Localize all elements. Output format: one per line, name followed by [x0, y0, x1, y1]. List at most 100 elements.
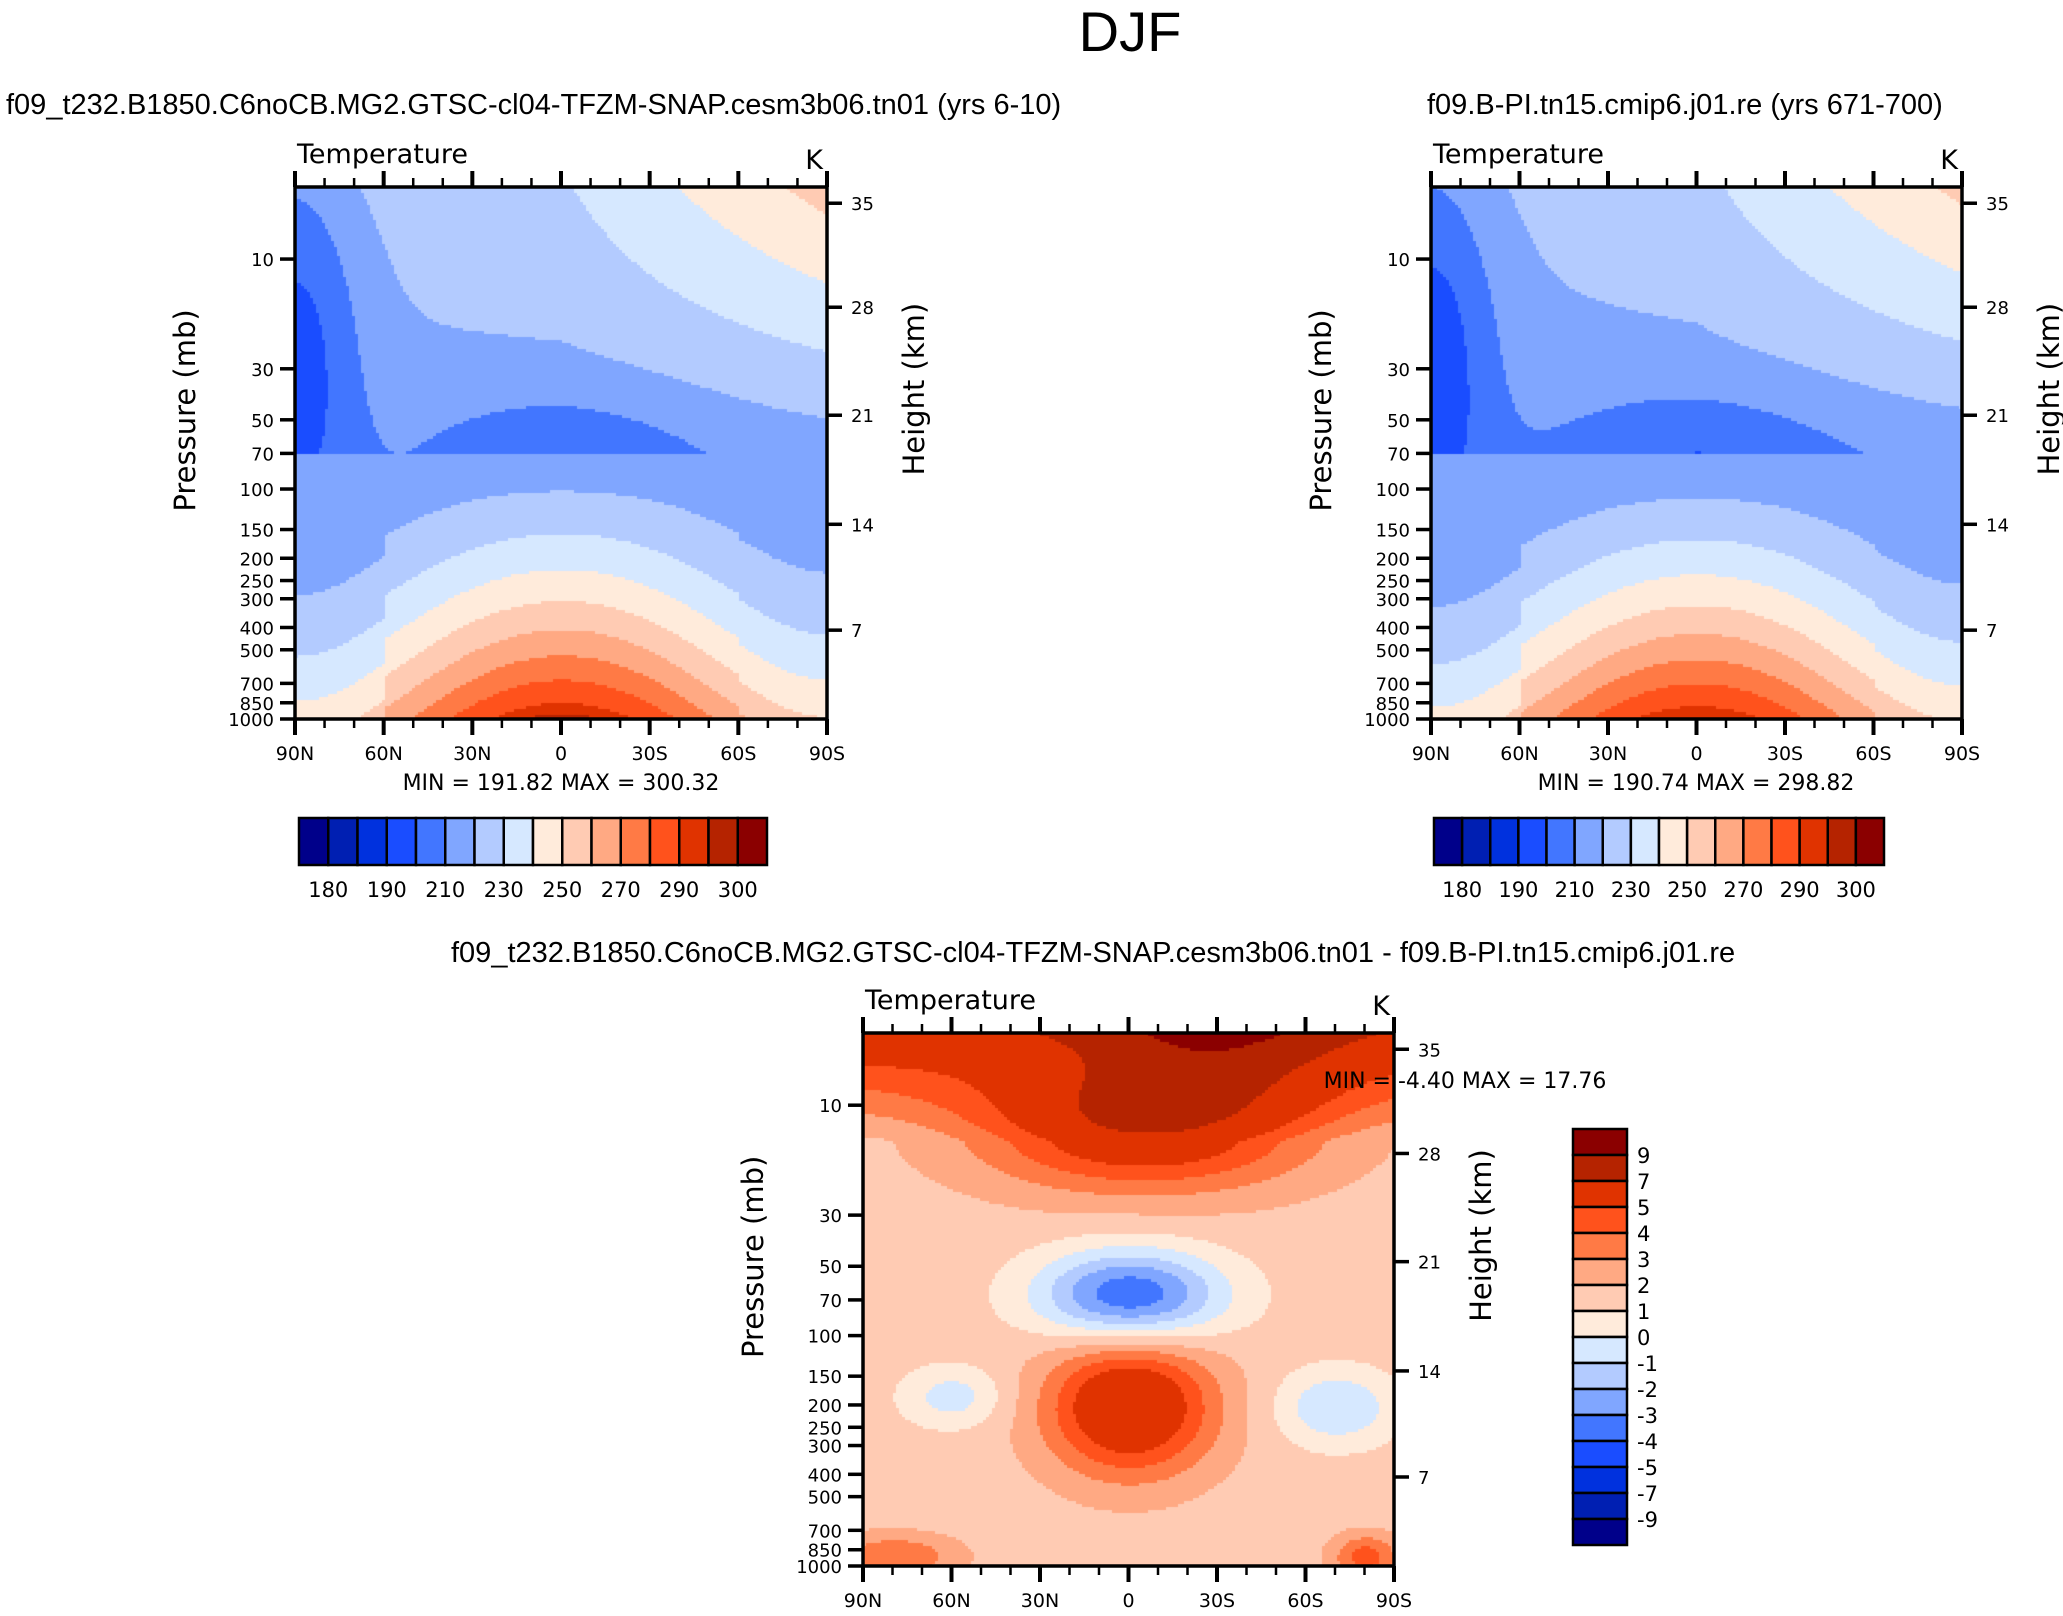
y-tick-label: 850: [808, 1541, 842, 1562]
colorbar-box: [1798, 816, 1829, 867]
plot-frame: [1429, 185, 1964, 721]
colorbar-label: 4: [1637, 1222, 1650, 1246]
panel1-title: f09_t232.B1850.C6noCB.MG2.GTSC-cl04-TFZM…: [6, 89, 1062, 121]
y-right-tick-label: 35: [1986, 194, 2009, 215]
figure-title: DJF: [1078, 0, 1182, 63]
y-right-tick-label: 21: [1986, 406, 2009, 427]
panel1-contour-field: [295, 187, 827, 719]
x-tick-label: 60N: [1500, 743, 1538, 765]
panel3-title: f09_t232.B1850.C6noCB.MG2.GTSC-cl04-TFZM…: [451, 937, 1736, 969]
colorbar-box: [590, 816, 622, 867]
colorbar-box: [1826, 816, 1858, 867]
min-max-label: MIN = 191.82 MAX = 300.32: [403, 771, 720, 796]
x-tick-label: 30N: [453, 743, 491, 765]
x-tick-label: 60N: [932, 1590, 970, 1612]
colorbar-box: [1571, 1465, 1629, 1495]
colorbar-box: [502, 816, 535, 867]
min-max-label: MIN = -4.40 MAX = 17.76: [1324, 1069, 1607, 1094]
colorbar-label: 300: [1836, 878, 1876, 902]
y-tick-label: 300: [240, 590, 274, 611]
y-right-tick-label: 21: [851, 406, 874, 427]
left-string: Temperature: [296, 139, 468, 170]
y-right-tick-label: 7: [1986, 621, 1997, 642]
colorbar-label: 250: [542, 878, 582, 902]
y-tick-label: 70: [251, 444, 274, 465]
y-tick-label: 100: [1376, 480, 1410, 501]
left-string: Temperature: [864, 985, 1036, 1016]
y-right-tick-label: 21: [1418, 1253, 1441, 1274]
x-tick-label: 30S: [632, 743, 668, 765]
y-right-tick-label: 7: [1418, 1468, 1429, 1489]
colorbar-label: 210: [1555, 878, 1595, 902]
y-tick-label: 300: [1376, 590, 1410, 611]
y-tick-label: 10: [251, 250, 274, 271]
colorbar-box: [444, 816, 476, 867]
x-tick-label: 30N: [1021, 1590, 1059, 1612]
colorbar-label: 270: [601, 878, 641, 902]
min-max-label: MIN = 190.74 MAX = 298.82: [1538, 771, 1855, 796]
colorbar-box: [1571, 1335, 1629, 1365]
y-tick-label: 700: [1376, 674, 1410, 695]
y-tick-label: 70: [1387, 444, 1410, 465]
colorbar-box: [678, 816, 710, 867]
colorbar-label: 190: [367, 878, 407, 902]
y-tick-label: 700: [240, 674, 274, 695]
colorbar-box: [1629, 816, 1661, 867]
y-tick-label: 1000: [228, 710, 274, 731]
y-tick-label: 200: [240, 549, 274, 570]
y-tick-label: 150: [808, 1367, 842, 1388]
y-tick-label: 50: [1387, 411, 1410, 432]
y-right-tick-label: 28: [851, 298, 874, 319]
y-tick-label: 10: [1387, 250, 1410, 271]
y-right-tick-label: 35: [1418, 1040, 1441, 1061]
y-tick-label: 70: [819, 1291, 842, 1312]
colorbar-label: -4: [1637, 1430, 1658, 1454]
x-tick-label: 30N: [1589, 743, 1627, 765]
y-tick-label: 250: [808, 1418, 842, 1439]
x-tick-label: 60S: [1855, 743, 1891, 765]
colorbar-box: [1571, 1231, 1629, 1261]
colorbar-box: [1517, 816, 1548, 867]
colorbar-box: [1571, 1491, 1629, 1521]
y-right-tick-label: 14: [1418, 1362, 1441, 1383]
colorbar-box: [1685, 816, 1717, 867]
colorbar-box: [1601, 816, 1633, 867]
y-tick-label: 850: [240, 694, 274, 715]
left-string: Temperature: [1432, 139, 1604, 170]
colorbar-box: [561, 816, 593, 867]
y-tick-label: 50: [251, 411, 274, 432]
colorbar-box: [1571, 1387, 1629, 1417]
y-right-tick-label: 35: [851, 194, 874, 215]
panel3-contour-field: [863, 1033, 1394, 1566]
y-tick-label: 150: [1376, 521, 1410, 542]
y-tick-label: 1000: [1364, 710, 1410, 731]
colorbar-label: 2: [1637, 1274, 1650, 1298]
y-tick-label: 30: [1387, 360, 1410, 381]
colorbar-box: [414, 816, 447, 867]
x-tick-label: 90S: [809, 743, 845, 765]
x-tick-label: 60S: [720, 743, 756, 765]
y-tick-label: 400: [240, 618, 274, 639]
colorbar-box: [1489, 816, 1520, 867]
colorbar-box: [1571, 1257, 1629, 1287]
colorbar-box: [1657, 816, 1689, 867]
colorbar-label: 290: [1780, 878, 1820, 902]
colorbar-box: [1571, 1179, 1629, 1209]
colorbar-box: [385, 816, 418, 867]
y-tick-label: 10: [819, 1096, 842, 1117]
y-tick-label: 700: [808, 1521, 842, 1542]
colorbar-label: -5: [1637, 1456, 1658, 1480]
colorbar-label: 180: [308, 878, 348, 902]
y-tick-label: 400: [1376, 618, 1410, 639]
colorbar-box: [1432, 816, 1464, 867]
colorbar-label: 230: [1611, 878, 1651, 902]
y-tick-label: 50: [819, 1257, 842, 1278]
colorbar-box: [707, 816, 739, 867]
y-tick-label: 400: [808, 1465, 842, 1486]
y-tick-label: 30: [251, 360, 274, 381]
units-label: K: [1372, 991, 1391, 1022]
y-right-axis-title: Height (km): [2032, 303, 2063, 476]
colorbar-label: 5: [1637, 1196, 1650, 1220]
panel2-title: f09.B-PI.tn15.cmip6.j01.re (yrs 671-700): [1427, 89, 1943, 121]
